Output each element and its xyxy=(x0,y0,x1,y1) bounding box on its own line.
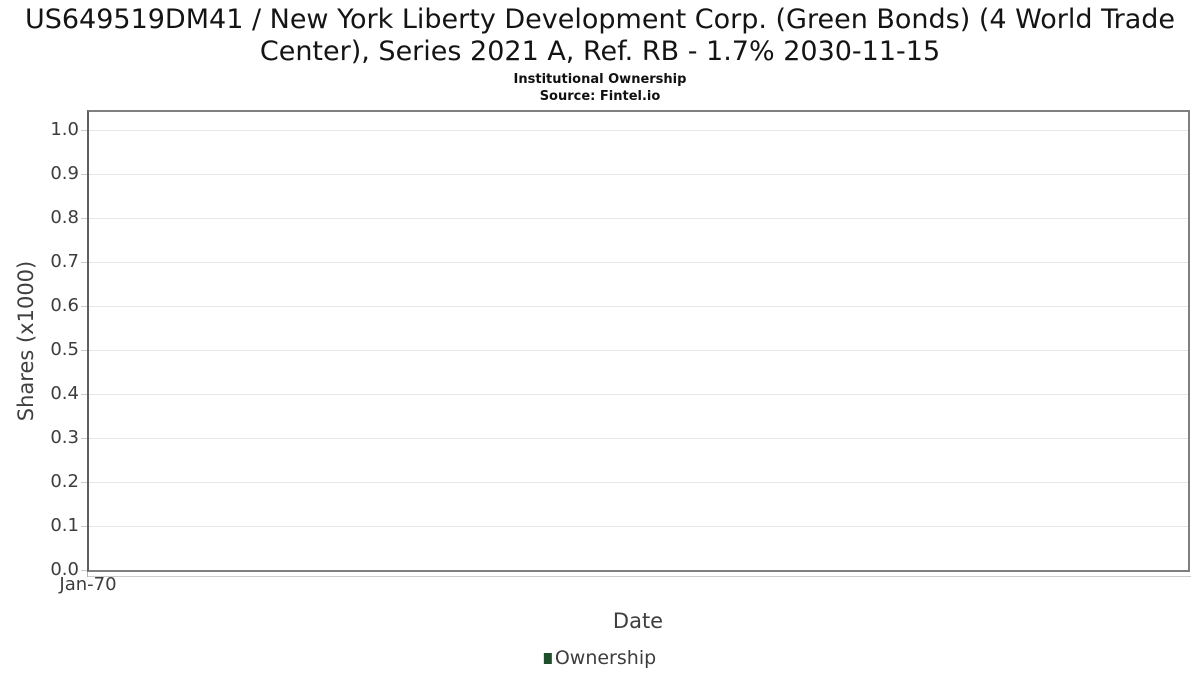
y-tick-label: 0.0 xyxy=(50,559,79,581)
y-tick-mark xyxy=(81,174,87,175)
y-tick-label: 0.1 xyxy=(50,515,79,537)
y-tick-label: 0.6 xyxy=(50,295,79,317)
y-gridline xyxy=(89,306,1188,307)
y-gridline xyxy=(89,130,1188,131)
y-tick-mark xyxy=(81,570,87,571)
y-tick-label: 0.9 xyxy=(50,163,79,185)
y-tick-mark xyxy=(81,218,87,219)
y-gridline xyxy=(89,350,1188,351)
y-gridline xyxy=(89,218,1188,219)
y-gridline xyxy=(89,262,1188,263)
x-axis-title: Date xyxy=(612,609,664,633)
y-tick-mark xyxy=(81,438,87,439)
chart-header: US649519DM41 / New York Liberty Developm… xyxy=(0,4,1200,104)
y-tick-mark xyxy=(81,350,87,351)
y-tick-label: 0.5 xyxy=(50,339,79,361)
y-tick-label: 0.3 xyxy=(50,427,79,449)
y-tick-mark xyxy=(81,394,87,395)
y-gridline xyxy=(89,174,1188,175)
y-tick-mark xyxy=(81,130,87,131)
legend: Ownership xyxy=(543,647,657,669)
y-tick-label: 0.4 xyxy=(50,383,79,405)
y-gridline xyxy=(89,394,1188,395)
y-tick-label: 0.7 xyxy=(50,251,79,273)
y-tick-mark xyxy=(81,526,87,527)
x-tick-mark xyxy=(87,572,88,577)
y-tick-label: 0.2 xyxy=(50,471,79,493)
y-tick-mark xyxy=(81,306,87,307)
y-gridline xyxy=(89,438,1188,439)
y-tick-mark xyxy=(81,482,87,483)
chart-title: US649519DM41 / New York Liberty Developm… xyxy=(24,4,1176,67)
y-gridline xyxy=(89,482,1188,483)
x-axis-baseline xyxy=(87,576,1191,577)
plot-area xyxy=(87,110,1190,572)
y-tick-mark xyxy=(81,262,87,263)
chart-source-label: Source: Fintel.io xyxy=(539,89,661,104)
y-tick-label: 0.8 xyxy=(50,207,79,229)
legend-swatch-icon xyxy=(543,652,552,664)
y-gridline xyxy=(89,526,1188,527)
legend-label: Ownership xyxy=(554,647,657,669)
ownership-series-line xyxy=(89,112,1188,570)
y-tick-label: 1.0 xyxy=(50,119,79,141)
chart-subtitle: Institutional Ownership xyxy=(513,72,687,87)
x-tick-label: Jan-70 xyxy=(59,574,117,595)
